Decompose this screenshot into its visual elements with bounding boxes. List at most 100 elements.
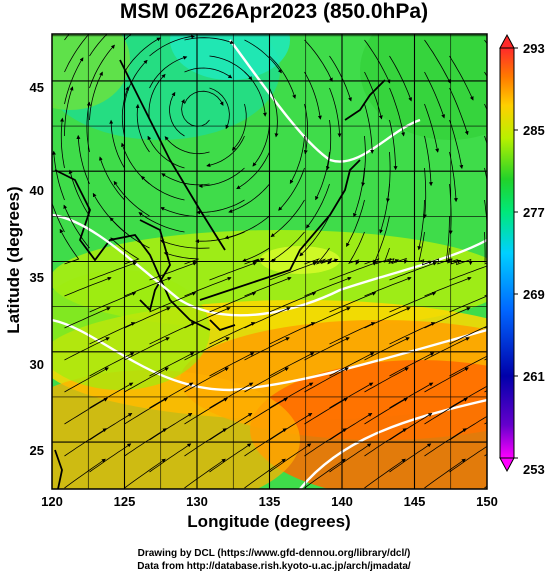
streamline — [418, 231, 433, 266]
streamline — [64, 57, 84, 105]
streamline — [228, 183, 270, 213]
streamline — [244, 367, 289, 393]
streamline — [184, 337, 230, 361]
streamline — [449, 87, 469, 136]
streamline — [64, 307, 111, 329]
streamline — [325, 119, 332, 171]
streamline — [270, 231, 305, 263]
streamline — [329, 291, 377, 313]
streamline — [149, 382, 194, 409]
streamline — [304, 458, 346, 489]
streamline — [269, 261, 318, 281]
isotherms — [52, 39, 487, 489]
graticule — [52, 34, 487, 489]
coastlines — [54, 59, 386, 489]
streamline — [164, 136, 210, 155]
y-axis-label: Latitude (degrees) — [4, 186, 23, 334]
streamline — [63, 204, 90, 249]
streamline — [149, 291, 197, 313]
streamline — [64, 337, 110, 361]
streamline — [289, 135, 305, 184]
y-tick-labels: 25 30 35 40 45 — [30, 80, 44, 458]
streamline — [510, 383, 548, 408]
streamline — [424, 135, 433, 187]
temperature-field — [52, 34, 487, 489]
x-axis-label: Longitude (degrees) — [187, 512, 351, 531]
streamline — [449, 295, 487, 313]
colorbar-scale — [499, 47, 515, 459]
map-title: MSM 06Z26Apr2023 (850.0hPa) — [119, 0, 429, 23]
streamline — [89, 322, 136, 345]
streamline — [364, 103, 375, 154]
streamline — [364, 337, 410, 361]
streamline — [209, 443, 252, 473]
colorbar: 293 285 277 269 261 253 — [499, 33, 545, 477]
streamline — [109, 119, 125, 169]
streamline — [364, 71, 383, 120]
streamline — [149, 322, 196, 345]
streamline — [364, 397, 408, 425]
colorbar-label: 293 — [523, 41, 545, 56]
streamline — [159, 239, 210, 249]
streamline — [209, 261, 258, 281]
streamline — [89, 382, 134, 409]
streamline — [449, 119, 464, 170]
colorbar-lower-arrow — [499, 457, 515, 473]
streamline — [449, 265, 487, 281]
streamline — [89, 34, 108, 57]
streamline — [449, 415, 487, 441]
x-tick-labels: 120 125 130 135 140 145 150 — [41, 494, 498, 509]
streamline — [449, 55, 474, 101]
y-tick-label: 25 — [30, 443, 44, 458]
streamline — [329, 87, 342, 138]
streamline — [364, 367, 409, 393]
streamline — [135, 103, 150, 153]
streamline — [510, 263, 548, 280]
streamline — [304, 71, 322, 120]
streamline — [424, 367, 469, 393]
streamline — [113, 180, 150, 217]
x-tick-label: 140 — [331, 494, 353, 509]
streamline — [484, 231, 487, 263]
x-tick-label: 125 — [114, 494, 136, 509]
colorbar-label: 261 — [523, 369, 545, 384]
streamline — [389, 87, 406, 137]
streamline — [89, 71, 103, 121]
streamline — [269, 413, 313, 441]
streamline — [89, 443, 132, 473]
streamline — [484, 199, 487, 251]
streamline — [64, 86, 74, 137]
streamline — [449, 443, 487, 473]
streamline — [449, 385, 487, 409]
streamline — [424, 337, 470, 361]
streamline — [140, 175, 185, 201]
streamline — [124, 337, 170, 361]
streamline — [60, 117, 65, 169]
streamline — [389, 119, 398, 171]
streamline — [449, 151, 458, 203]
streamline — [329, 382, 374, 409]
streamline — [198, 167, 245, 188]
colorbar-label: 285 — [523, 123, 545, 138]
streamline — [346, 199, 365, 247]
streamline — [389, 413, 433, 441]
streamline — [329, 322, 376, 345]
streamline — [329, 413, 373, 441]
streamline — [231, 103, 247, 151]
streamline — [169, 91, 185, 137]
colorbar-label: 277 — [523, 205, 545, 220]
y-tick-label: 40 — [30, 183, 44, 198]
streamline — [424, 397, 468, 425]
streamline — [424, 103, 440, 153]
streamline — [209, 87, 230, 130]
streamline — [149, 352, 195, 377]
streamline — [124, 458, 166, 489]
streamline — [389, 55, 412, 102]
streamline — [389, 382, 434, 409]
streamline — [447, 247, 473, 266]
x-tick-label: 130 — [186, 494, 208, 509]
streamline — [422, 167, 427, 219]
streamline — [149, 34, 196, 57]
streamline — [303, 103, 308, 155]
